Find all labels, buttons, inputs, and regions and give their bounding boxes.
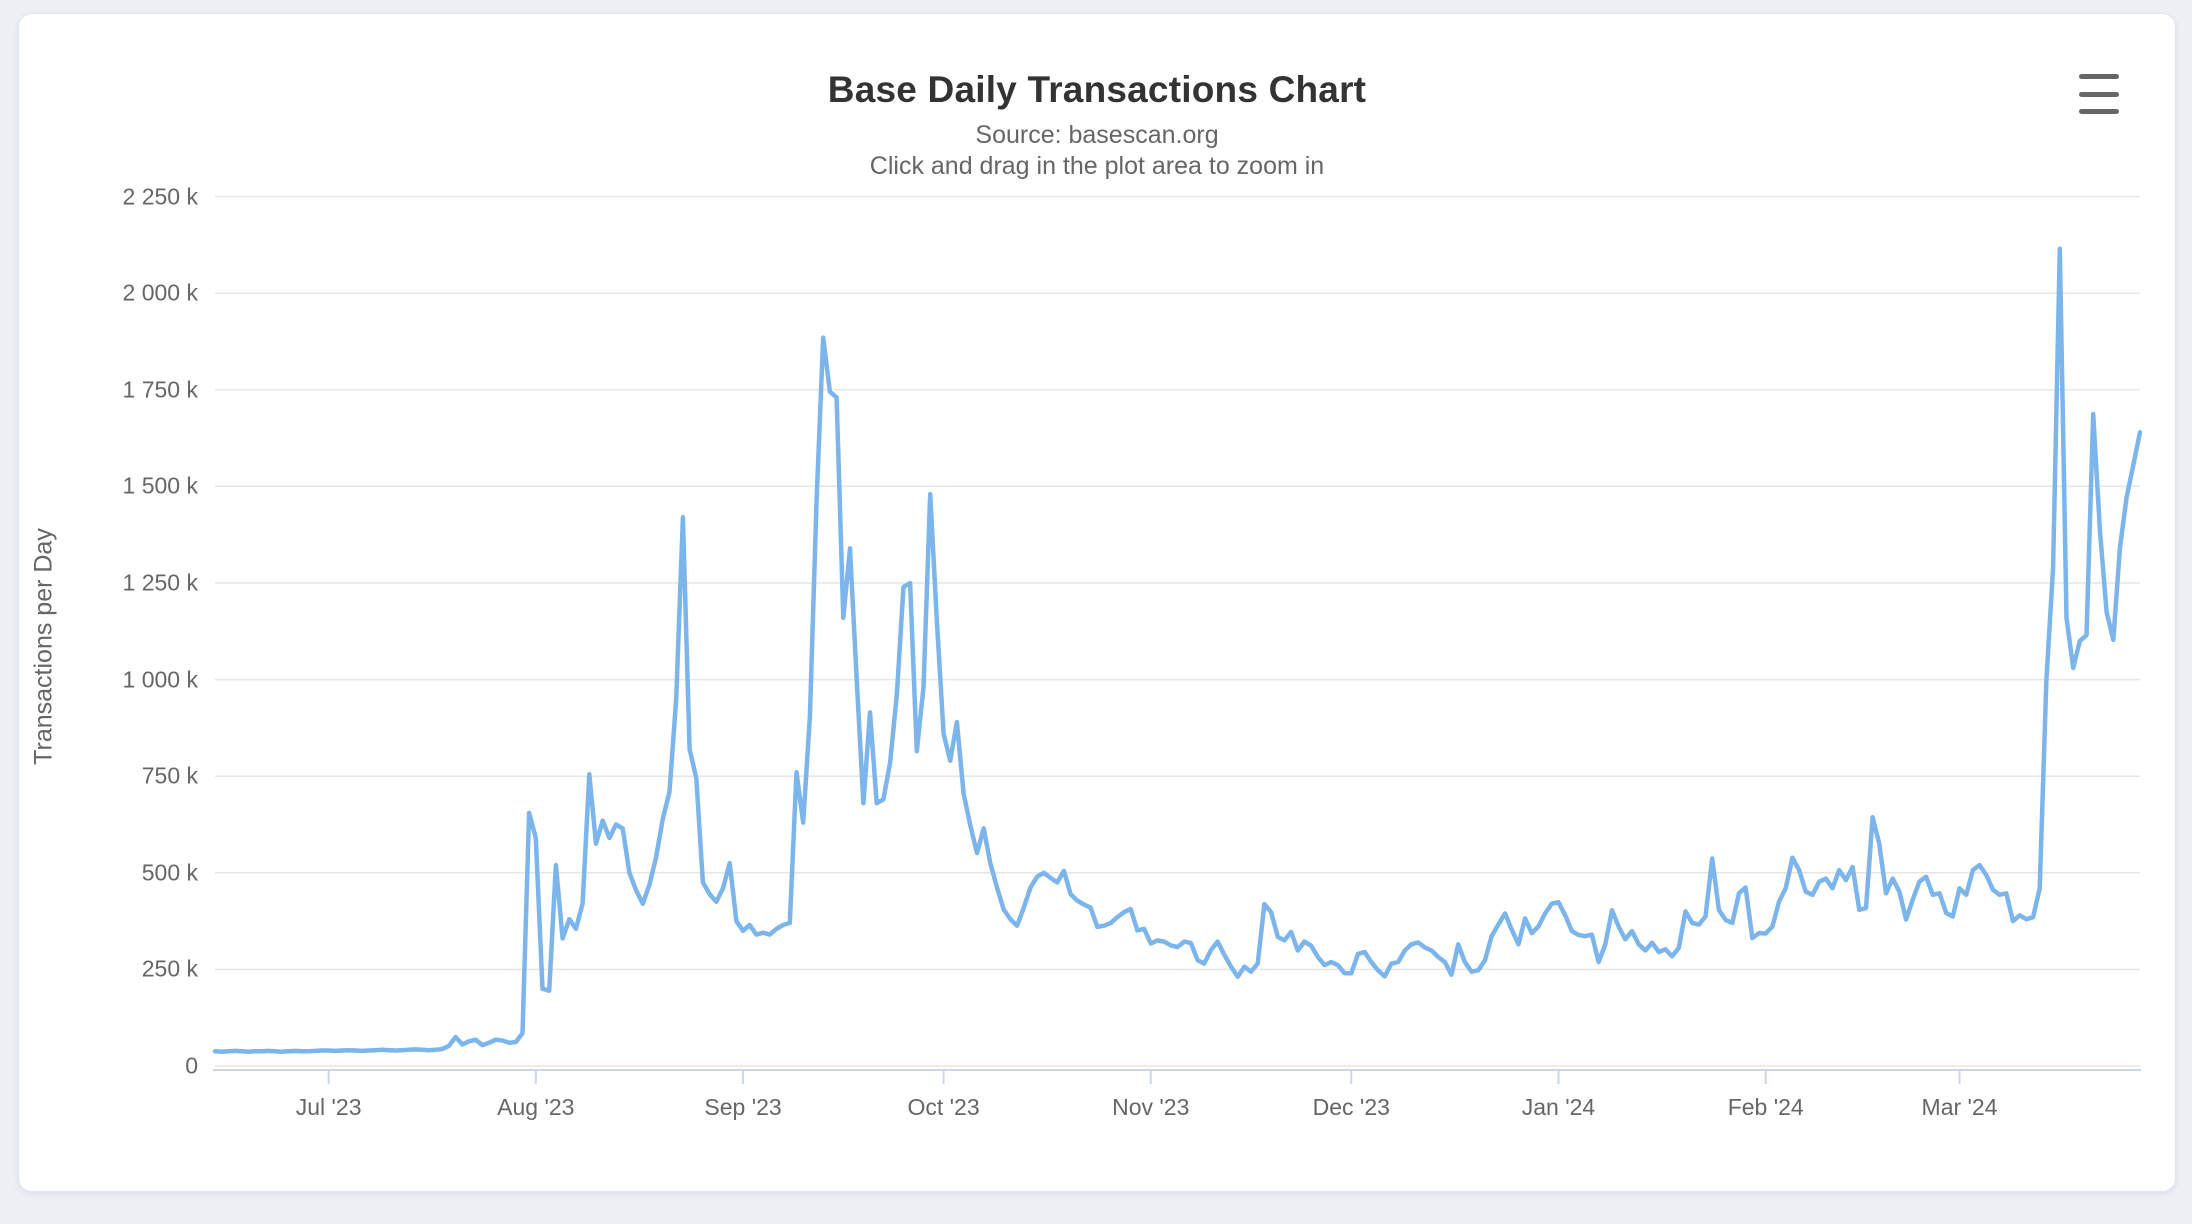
y-axis-label: 1 000 k [122, 666, 198, 693]
x-axis-label: Feb '24 [1727, 1094, 1804, 1120]
y-axis-label: 0 [185, 1052, 198, 1079]
y-axis-label: 500 k [141, 859, 198, 886]
chart-subtitle-source: Source: basescan.org [975, 121, 1219, 149]
chart-subtitle-hint: Click and drag in the plot area to zoom … [869, 152, 1325, 180]
x-axis-label: Dec '23 [1312, 1094, 1390, 1120]
x-axis-label: Aug '23 [497, 1094, 575, 1120]
chart-card: Base Daily Transactions Chart Source: ba… [18, 13, 2176, 1192]
chart-title: Base Daily Transactions Chart [827, 69, 1367, 110]
y-axis-label: 2 000 k [122, 279, 198, 306]
hamburger-menu-icon [2079, 74, 2119, 79]
y-axis-label: 1 500 k [122, 472, 198, 499]
export-menu-button[interactable] [2075, 72, 2123, 116]
x-axis-label: Jan '24 [1521, 1094, 1596, 1120]
x-axis-label: Jul '23 [295, 1094, 362, 1120]
x-axis-label: Nov '23 [1112, 1094, 1190, 1120]
x-axis-label: Oct '23 [907, 1094, 980, 1120]
y-axis-label: 1 750 k [122, 376, 198, 403]
y-axis-label: 2 250 k [122, 183, 198, 210]
y-axis-label: 1 250 k [122, 569, 198, 596]
x-axis-label: Sep '23 [704, 1094, 782, 1120]
x-axis-label: Mar '24 [1921, 1094, 1998, 1120]
y-axis-label: 250 k [141, 955, 198, 982]
plot-area[interactable] [215, 196, 2140, 1066]
series-line-path [212, 246, 2143, 1054]
y-axis-label: 750 k [141, 762, 198, 789]
